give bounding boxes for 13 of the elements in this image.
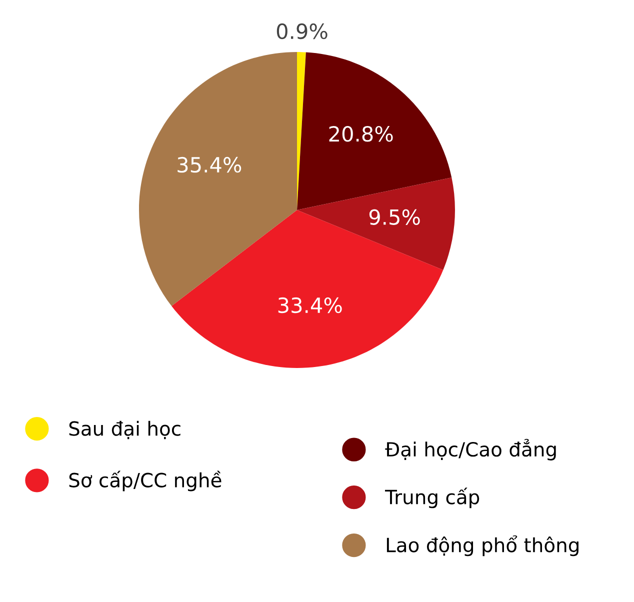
pie-slice bbox=[172, 210, 444, 368]
data-label: 0.9% bbox=[276, 23, 328, 40]
data-label: 33.4% bbox=[278, 297, 342, 314]
data-label: 9.5% bbox=[369, 209, 420, 225]
legend-label: Trung cấp bbox=[385, 488, 480, 508]
data-label: 35.4% bbox=[178, 156, 242, 173]
legend-label: Lao động phổ thông bbox=[386, 535, 578, 556]
data-label: 20.8% bbox=[329, 126, 393, 142]
legend-label: Đại học/Cao đẳng bbox=[385, 438, 556, 460]
pie-slice bbox=[297, 177, 455, 270]
legend-label: Sơ cấp/CC nghề bbox=[69, 470, 222, 492]
pie-slice bbox=[297, 52, 452, 210]
legend-label: Sau đại học bbox=[69, 420, 180, 440]
